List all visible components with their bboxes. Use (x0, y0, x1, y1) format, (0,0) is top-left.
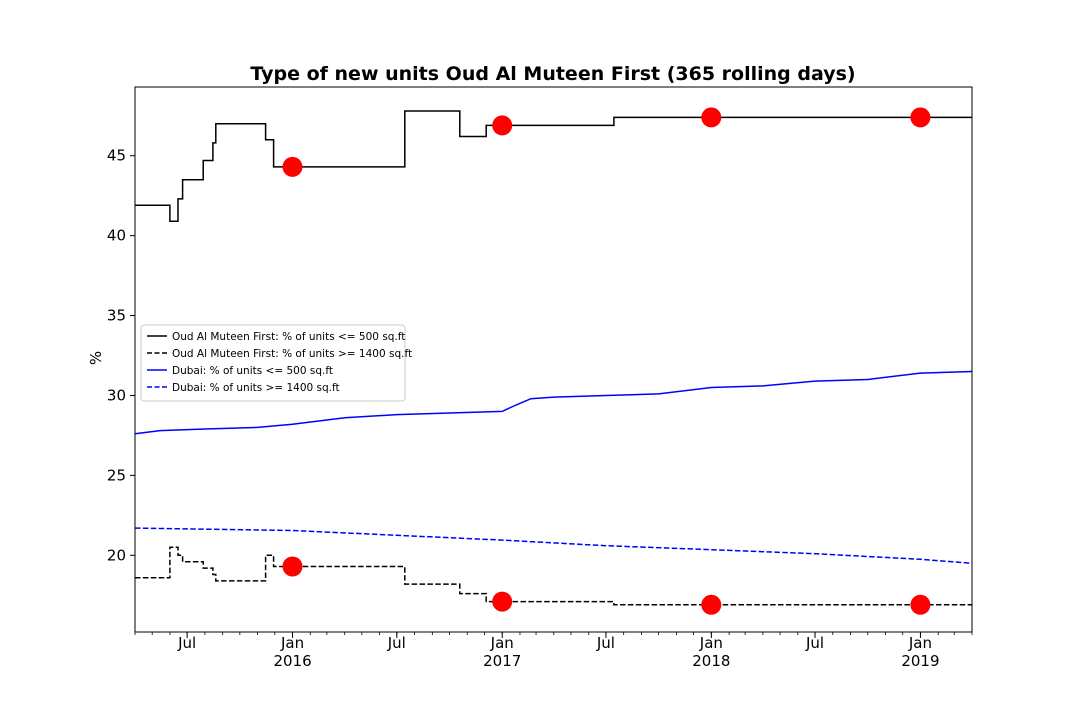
legend-entry-2: Oud Al Muteen First: % of units >= 1400 … (172, 348, 412, 360)
marker-point-7 (701, 594, 722, 615)
y-tick-label-35: 35 (107, 307, 126, 325)
marker-point-2 (492, 115, 513, 136)
x-tick-year-2: 2016 (273, 652, 311, 670)
y-tick-label-25: 25 (107, 466, 126, 484)
series-line-4 (134, 527, 973, 565)
chart-title: Type of new units Oud Al Muteen First (3… (250, 63, 855, 85)
series-line-3 (134, 370, 973, 435)
y-tick-label-30: 30 (107, 386, 126, 404)
x-tick-label-1: Jul (177, 634, 196, 652)
legend-box (140, 324, 406, 402)
x-tick-label-7: Jul (805, 634, 824, 652)
marker-point-5 (282, 556, 303, 577)
x-tick-label-2: Jan (280, 634, 304, 652)
series-line-1 (135, 110, 972, 223)
x-tick-year-4: 2017 (483, 652, 521, 670)
marker-point-6 (492, 591, 513, 612)
legend: Oud Al Muteen First: % of units <= 500 s… (140, 324, 412, 402)
series-layer (134, 110, 973, 606)
x-tick-label-4: Jan (490, 634, 514, 652)
x-tick-label-6: Jan (699, 634, 723, 652)
legend-entry-3: Dubai: % of units <= 500 sq.ft (172, 365, 333, 377)
x-tick-label-3: Jul (387, 634, 406, 652)
marker-layer (282, 107, 931, 615)
marker-point-8 (910, 594, 931, 615)
marker-point-1 (282, 156, 303, 177)
x-tick-year-6: 2018 (692, 652, 730, 670)
legend-entry-4: Dubai: % of units >= 1400 sq.ft (172, 382, 340, 394)
x-tick-year-8: 2019 (901, 652, 939, 670)
series-line-2 (135, 546, 972, 606)
y-tick-label-20: 20 (107, 546, 126, 564)
marker-point-3 (701, 107, 722, 128)
x-tick-label-8: Jan (908, 634, 932, 652)
y-tick-label-45: 45 (107, 147, 126, 165)
y-axis-label: % (87, 351, 105, 365)
y-tick-label-40: 40 (107, 227, 126, 245)
x-tick-label-5: Jul (596, 634, 615, 652)
legend-entry-1: Oud Al Muteen First: % of units <= 500 s… (172, 331, 405, 343)
marker-point-4 (910, 107, 931, 128)
